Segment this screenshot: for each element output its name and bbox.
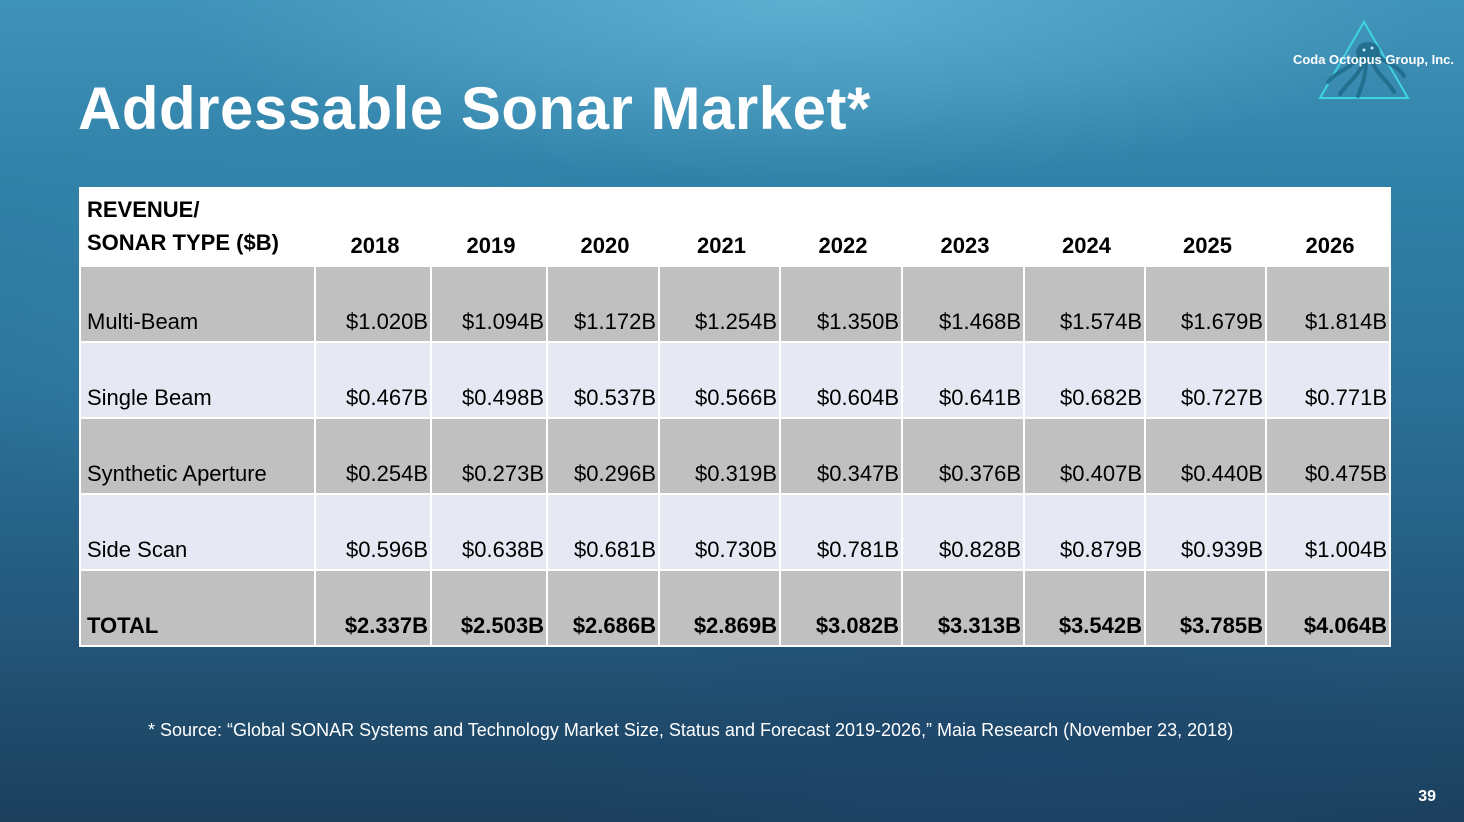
- row-label: Single Beam: [79, 341, 316, 419]
- year-header: 2020: [546, 187, 660, 267]
- table-cell: $0.440B: [1144, 417, 1267, 495]
- table-cell: $1.814B: [1265, 265, 1391, 343]
- sonar-market-table: REVENUE/ SONAR TYPE ($B) 2018 2019 2020 …: [79, 187, 1391, 647]
- table-cell: $1.350B: [779, 265, 903, 343]
- year-header: 2019: [430, 187, 548, 267]
- table-header-row: REVENUE/ SONAR TYPE ($B) 2018 2019 2020 …: [79, 187, 1391, 267]
- page-number: 39: [1418, 788, 1436, 805]
- table-cell: $3.313B: [901, 569, 1025, 647]
- table-cell: $1.004B: [1265, 493, 1391, 571]
- row-label: TOTAL: [79, 569, 316, 647]
- table-row-single-beam: Single Beam $0.467B $0.498B $0.537B $0.5…: [79, 341, 1391, 419]
- table-row-total: TOTAL $2.337B $2.503B $2.686B $2.869B $3…: [79, 569, 1391, 647]
- table-cell: $0.319B: [658, 417, 781, 495]
- table-cell: $0.596B: [314, 493, 432, 571]
- octopus-triangle-logo-icon: [1318, 20, 1410, 99]
- table-cell: $1.020B: [314, 265, 432, 343]
- header-line-2: SONAR TYPE ($B): [87, 230, 279, 255]
- slide-title: Addressable Sonar Market*: [78, 75, 871, 142]
- year-header: 2026: [1265, 187, 1391, 267]
- year-header: 2022: [779, 187, 903, 267]
- table-cell: $1.574B: [1023, 265, 1146, 343]
- table-cell: $0.376B: [901, 417, 1025, 495]
- row-label: Synthetic Aperture: [79, 417, 316, 495]
- table-cell: $2.686B: [546, 569, 660, 647]
- table-cell: $4.064B: [1265, 569, 1391, 647]
- table-cell: $1.254B: [658, 265, 781, 343]
- table-row-synthetic-aperture: Synthetic Aperture $0.254B $0.273B $0.29…: [79, 417, 1391, 495]
- table-cell: $1.468B: [901, 265, 1025, 343]
- table-cell: $3.785B: [1144, 569, 1267, 647]
- table-cell: $0.638B: [430, 493, 548, 571]
- table-cell: $0.828B: [901, 493, 1025, 571]
- header-line-1: REVENUE/: [87, 197, 200, 222]
- table-cell: $0.771B: [1265, 341, 1391, 419]
- table-cell: $0.347B: [779, 417, 903, 495]
- table-cell: $1.679B: [1144, 265, 1267, 343]
- table-cell: $0.604B: [779, 341, 903, 419]
- table-cell: $0.407B: [1023, 417, 1146, 495]
- table-cell: $0.296B: [546, 417, 660, 495]
- table-cell: $0.475B: [1265, 417, 1391, 495]
- year-header: 2025: [1144, 187, 1267, 267]
- table-cell: $1.172B: [546, 265, 660, 343]
- year-header: 2023: [901, 187, 1025, 267]
- source-footnote: * Source: “Global SONAR Systems and Tech…: [148, 720, 1234, 740]
- row-label: Side Scan: [79, 493, 316, 571]
- table-cell: $1.094B: [430, 265, 548, 343]
- table-cell: $0.566B: [658, 341, 781, 419]
- table-cell: $0.254B: [314, 417, 432, 495]
- table-cell: $0.939B: [1144, 493, 1267, 571]
- year-header: 2021: [658, 187, 781, 267]
- table-cell: $2.337B: [314, 569, 432, 647]
- table-cell: $3.542B: [1023, 569, 1146, 647]
- table-cell: $2.503B: [430, 569, 548, 647]
- table-cell: $0.498B: [430, 341, 548, 419]
- table-row-side-scan: Side Scan $0.596B $0.638B $0.681B $0.730…: [79, 493, 1391, 571]
- table-cell: $0.273B: [430, 417, 548, 495]
- header-revenue-sonar-type: REVENUE/ SONAR TYPE ($B): [79, 187, 316, 267]
- table-cell: $0.641B: [901, 341, 1025, 419]
- table-row-multi-beam: Multi-Beam $1.020B $1.094B $1.172B $1.25…: [79, 265, 1391, 343]
- table-cell: $0.879B: [1023, 493, 1146, 571]
- brand-name: Coda Octopus Group, Inc.: [1292, 52, 1454, 67]
- table-cell: $0.727B: [1144, 341, 1267, 419]
- table-cell: $2.869B: [658, 569, 781, 647]
- table-cell: $0.467B: [314, 341, 432, 419]
- table-cell: $3.082B: [779, 569, 903, 647]
- year-header: 2018: [314, 187, 432, 267]
- year-header: 2024: [1023, 187, 1146, 267]
- row-label: Multi-Beam: [79, 265, 316, 343]
- table-cell: $0.682B: [1023, 341, 1146, 419]
- table-cell: $0.781B: [779, 493, 903, 571]
- table-cell: $0.730B: [658, 493, 781, 571]
- table-cell: $0.681B: [546, 493, 660, 571]
- table-cell: $0.537B: [546, 341, 660, 419]
